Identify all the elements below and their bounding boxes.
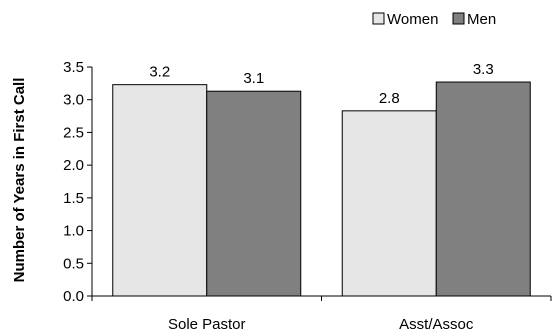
y-tick-label: 0.0: [63, 288, 84, 305]
x-category-label: Asst/Assoc: [399, 316, 474, 333]
legend-label-women: Women: [387, 11, 438, 28]
bar-men-1: [435, 81, 531, 297]
y-tick-label: 1.5: [63, 190, 84, 207]
y-tick-label: 0.5: [63, 255, 84, 272]
data-label-women-0: 3.2: [149, 64, 170, 81]
y-tick-label: 3.5: [63, 59, 84, 76]
axes: 0.0 0.5 1.0 1.5 2.0 2.5 3.0 3.5 Sole Pastor Asst/…: [63, 59, 552, 333]
y-tick-label: 2.5: [63, 124, 84, 141]
bars: [112, 81, 531, 297]
data-label-men-0: 3.1: [243, 70, 264, 87]
y-axis-label: Number of Years in First Call: [11, 78, 28, 283]
y-tick-label: 1.0: [63, 223, 84, 240]
data-label-men-1: 3.3: [473, 61, 494, 78]
data-label-women-1: 2.8: [379, 90, 400, 107]
bar-men-0: [206, 90, 302, 297]
y-tick-label: 3.0: [63, 92, 84, 109]
y-tick-label: 2.0: [63, 157, 84, 174]
legend-label-men: Men: [467, 11, 496, 28]
bar-women-1: [341, 110, 437, 297]
legend: Women Men: [372, 11, 496, 28]
bar-women-0: [112, 84, 208, 297]
legend-swatch-men: [452, 12, 465, 25]
data-labels: 3.2 3.1 2.8 3.3: [149, 61, 493, 107]
x-category-label: Sole Pastor: [168, 316, 246, 333]
legend-swatch-women: [372, 12, 385, 25]
